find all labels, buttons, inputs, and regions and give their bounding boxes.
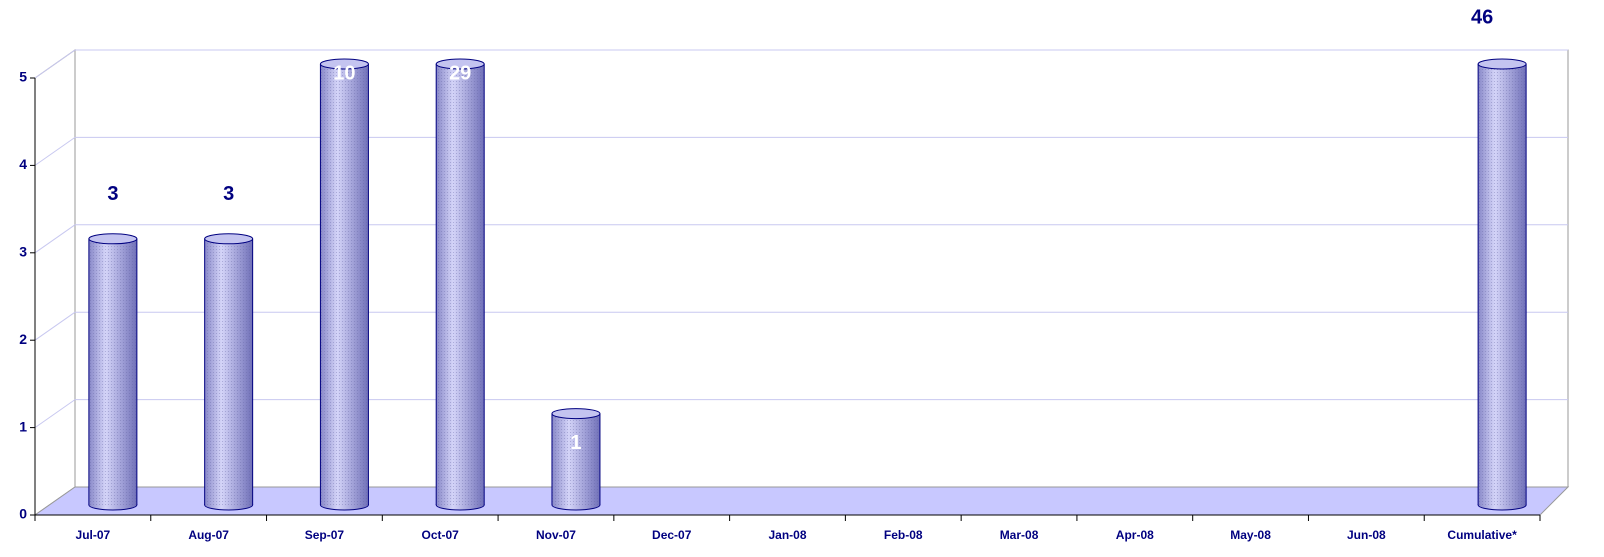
x-tick-label: May-08 (1230, 528, 1271, 542)
data-label: 46 (1471, 6, 1493, 28)
bar-part (551, 408, 601, 420)
bar-part (319, 58, 369, 70)
bar-part (204, 233, 254, 245)
y-tick-label: 1 (19, 418, 27, 434)
bar (319, 58, 369, 511)
y-tick-label: 4 (19, 156, 27, 172)
y-tick-label: 3 (19, 244, 27, 260)
bar-part (1477, 58, 1527, 70)
x-tick-label: Aug-07 (188, 528, 229, 542)
x-tick-label: Cumulative* (1447, 528, 1517, 542)
grid-line (34, 136, 76, 166)
grid-line (34, 49, 76, 79)
data-label: 29 (449, 62, 471, 84)
bar-part (1478, 64, 1527, 505)
bar-part (551, 413, 600, 505)
bar (1477, 58, 1527, 511)
bar (204, 233, 254, 511)
grid-line (34, 224, 76, 254)
bar-part (88, 238, 137, 506)
bar-part (320, 64, 369, 505)
x-tick-label: Feb-08 (884, 528, 923, 542)
data-label: 1 (570, 432, 581, 454)
y-tick-label: 0 (19, 506, 27, 522)
x-tick-label: Jan-08 (768, 528, 806, 542)
bar (88, 233, 138, 511)
side-wall (34, 49, 76, 516)
back-wall (74, 49, 1569, 488)
data-label: 3 (107, 183, 118, 205)
floor (33, 486, 1570, 516)
bar-part (435, 58, 485, 70)
x-tick-label: Sep-07 (305, 528, 345, 542)
grid-line (34, 399, 76, 429)
x-tick-label: Nov-07 (536, 528, 576, 542)
x-tick-label: Jun-08 (1347, 528, 1386, 542)
y-tick-label: 5 (19, 69, 27, 85)
grid-line (34, 311, 76, 341)
x-tick-label: Dec-07 (652, 528, 692, 542)
x-tick-label: Apr-08 (1116, 528, 1154, 542)
x-tick-label: Oct-07 (422, 528, 460, 542)
x-tick-label: Mar-08 (1000, 528, 1039, 542)
bar (435, 58, 485, 511)
bar-part (204, 238, 253, 506)
y-tick-label: 2 (19, 331, 27, 347)
data-label: 3 (223, 183, 234, 205)
bar-part (436, 64, 485, 505)
x-tick-label: Jul-07 (76, 528, 111, 542)
bar-part (88, 233, 138, 245)
bar (551, 408, 601, 511)
data-label: 10 (333, 62, 355, 84)
